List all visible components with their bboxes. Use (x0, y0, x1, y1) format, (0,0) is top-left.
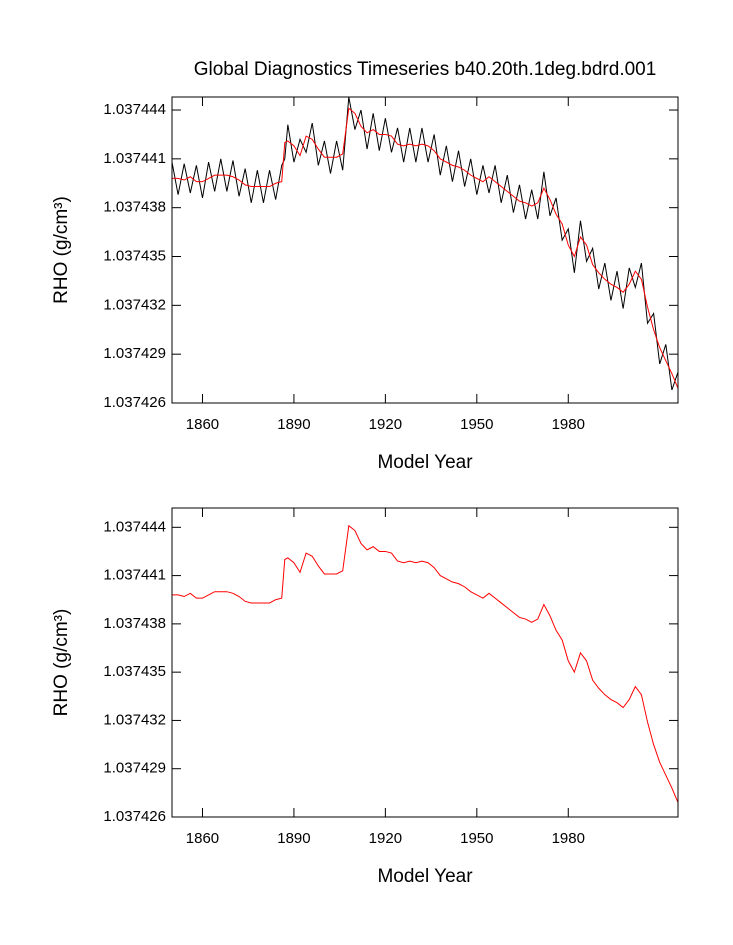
series-line (172, 107, 678, 389)
x-tick-label: 1980 (552, 830, 585, 847)
y-tick-label: 1.037426 (103, 394, 166, 411)
plot-frame (171, 507, 679, 818)
y-axis-label: RHO (g/cm³) (51, 196, 72, 304)
x-tick-label: 1920 (369, 416, 402, 433)
plot-lines (172, 524, 678, 803)
y-tick-label: 1.037438 (103, 615, 166, 632)
y-tick-label: 1.037432 (103, 711, 166, 728)
y-tick-label: 1.037435 (103, 663, 166, 680)
series-line (172, 524, 678, 803)
y-tick-label: 1.037429 (103, 345, 166, 362)
x-tick-label: 1860 (186, 416, 219, 433)
x-tick-label: 1950 (460, 416, 493, 433)
series-line (172, 97, 678, 391)
y-tick-label: 1.037444 (103, 518, 166, 535)
y-tick-label: 1.037435 (103, 247, 166, 264)
x-tick-label: 1890 (277, 830, 310, 847)
x-tick-label: 1950 (460, 830, 493, 847)
y-tick-label: 1.037441 (103, 567, 166, 584)
x-axis-label: Model Year (377, 866, 473, 887)
y-tick-label: 1.037444 (103, 101, 166, 118)
y-tick-label: 1.037441 (103, 150, 166, 167)
x-tick-label: 1890 (277, 416, 310, 433)
y-axis-label: RHO (g/cm³) (51, 609, 72, 717)
y-tick-label: 1.037429 (103, 760, 166, 777)
y-tick-label: 1.037438 (103, 199, 166, 216)
x-axis-label: Model Year (377, 452, 473, 473)
y-tick-label: 1.037432 (103, 296, 166, 313)
x-tick-label: 1920 (369, 830, 402, 847)
y-tick-label: 1.037426 (103, 808, 166, 825)
chart-title: Global Diagnostics Timeseries b40.20th.1… (194, 59, 657, 80)
x-tick-label: 1860 (186, 830, 219, 847)
plot-lines (172, 97, 678, 391)
plot-frame (171, 96, 679, 404)
x-tick-label: 1980 (552, 416, 585, 433)
